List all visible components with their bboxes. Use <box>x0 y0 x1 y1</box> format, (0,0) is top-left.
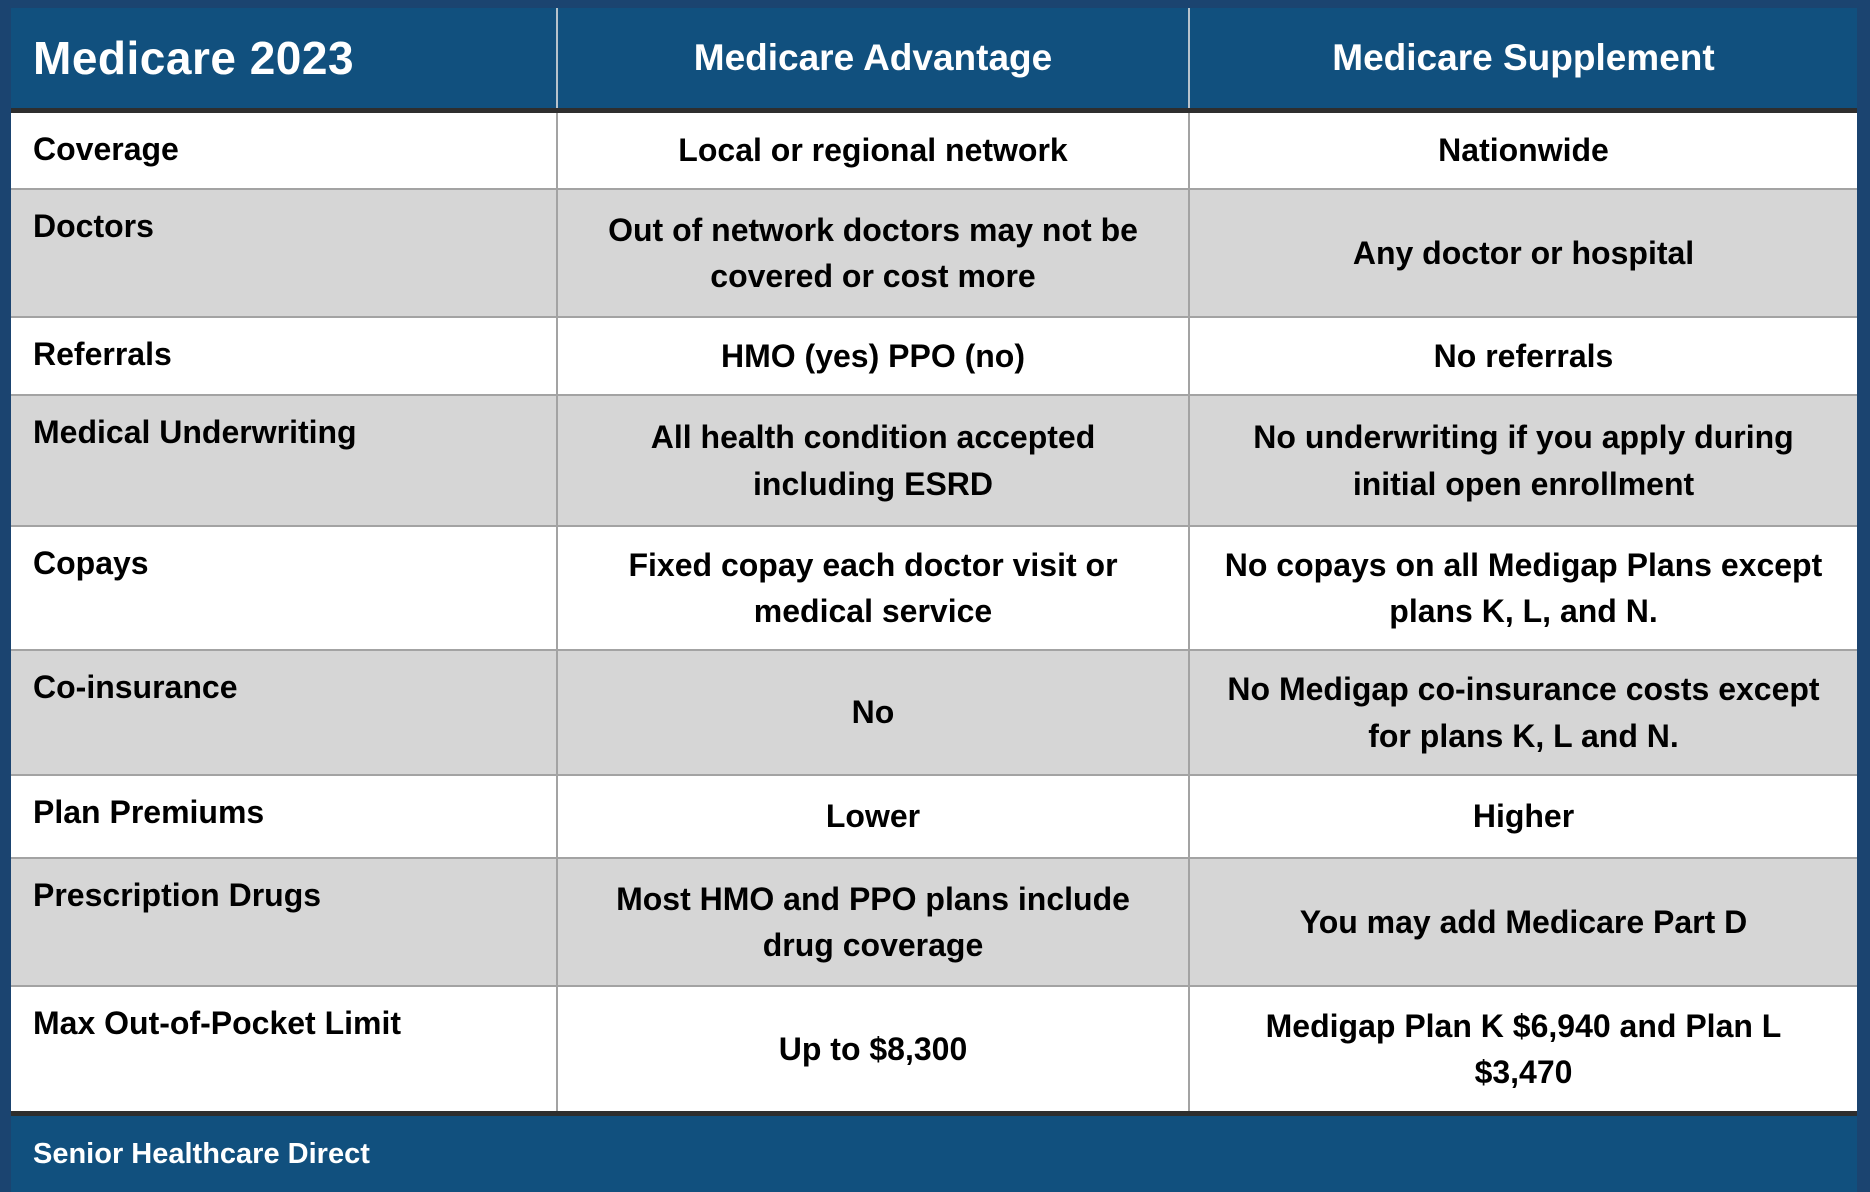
header-separator-line <box>11 108 1857 113</box>
row-label: Coverage <box>33 131 179 167</box>
supplement-cell: Any doctor or hospital <box>1352 234 1695 271</box>
column-header-medicare-advantage: Medicare Advantage <box>556 8 1190 108</box>
table-row-doctors: Doctors Out of network doctors may not b… <box>11 188 1857 316</box>
row-label: Copays <box>33 545 149 581</box>
footer-brand-text: Senior Healthcare Direct <box>33 1137 370 1170</box>
advantage-cell: HMO (yes) PPO (no) <box>556 318 1190 394</box>
table-header-row: Medicare 2023 Medicare Advantage Medicar… <box>11 8 1857 108</box>
advantage-cell: No <box>556 651 1190 774</box>
table-row-co-insurance: Co-insurance No No Medigap co-insurance … <box>11 649 1857 774</box>
supplement-cell: No underwriting if you apply during init… <box>1253 419 1794 502</box>
advantage-cell: All health condition accepted including … <box>556 396 1190 525</box>
row-label: Doctors <box>33 208 154 244</box>
advantage-cell: Fixed copay each doctor visit or medical… <box>556 527 1190 649</box>
row-label: Max Out-of-Pocket Limit <box>33 1005 402 1041</box>
advantage-cell: Out of network doctors may not be covere… <box>556 190 1190 316</box>
row-label: Plan Premiums <box>33 794 265 830</box>
advantage-cell: Most HMO and PPO plans include drug cove… <box>556 859 1190 985</box>
advantage-cell: Lower <box>556 776 1190 857</box>
row-label: Co-insurance <box>33 669 238 705</box>
supplement-cell: Medigap Plan K $6,940 and Plan L $3,470 <box>1265 1007 1782 1090</box>
supplement-cell: No Medigap co-insurance costs except for… <box>1227 671 1820 754</box>
supplement-cell: You may add Medicare Part D <box>1299 903 1748 940</box>
table-row-medical-underwriting: Medical Underwriting All health conditio… <box>11 394 1857 525</box>
row-label: Referrals <box>33 336 172 372</box>
advantage-cell: Local or regional network <box>556 113 1190 188</box>
supplement-cell: Higher <box>1472 798 1575 835</box>
table-row-copays: Copays Fixed copay each doctor visit or … <box>11 525 1857 649</box>
table-row-max-out-of-pocket-limit: Max Out-of-Pocket Limit Up to $8,300 Med… <box>11 985 1857 1111</box>
column-header-medicare-supplement: Medicare Supplement <box>1332 37 1715 78</box>
supplement-cell: No copays on all Medigap Plans except pl… <box>1224 546 1823 629</box>
table-row-prescription-drugs: Prescription Drugs Most HMO and PPO plan… <box>11 857 1857 985</box>
table-row-plan-premiums: Plan Premiums Lower Higher <box>11 774 1857 857</box>
footer-bar: Senior Healthcare Direct <box>11 1116 1857 1192</box>
table-row-coverage: Coverage Local or regional network Natio… <box>11 113 1857 188</box>
table-title: Medicare 2023 <box>33 32 355 84</box>
row-label: Prescription Drugs <box>33 877 322 913</box>
supplement-cell: Nationwide <box>1438 132 1609 169</box>
footer-separator-line <box>11 1111 1857 1116</box>
advantage-cell: Up to $8,300 <box>556 987 1190 1111</box>
row-label: Medical Underwriting <box>33 414 357 450</box>
table-row-referrals: Referrals HMO (yes) PPO (no) No referral… <box>11 316 1857 394</box>
supplement-cell: No referrals <box>1433 337 1614 374</box>
